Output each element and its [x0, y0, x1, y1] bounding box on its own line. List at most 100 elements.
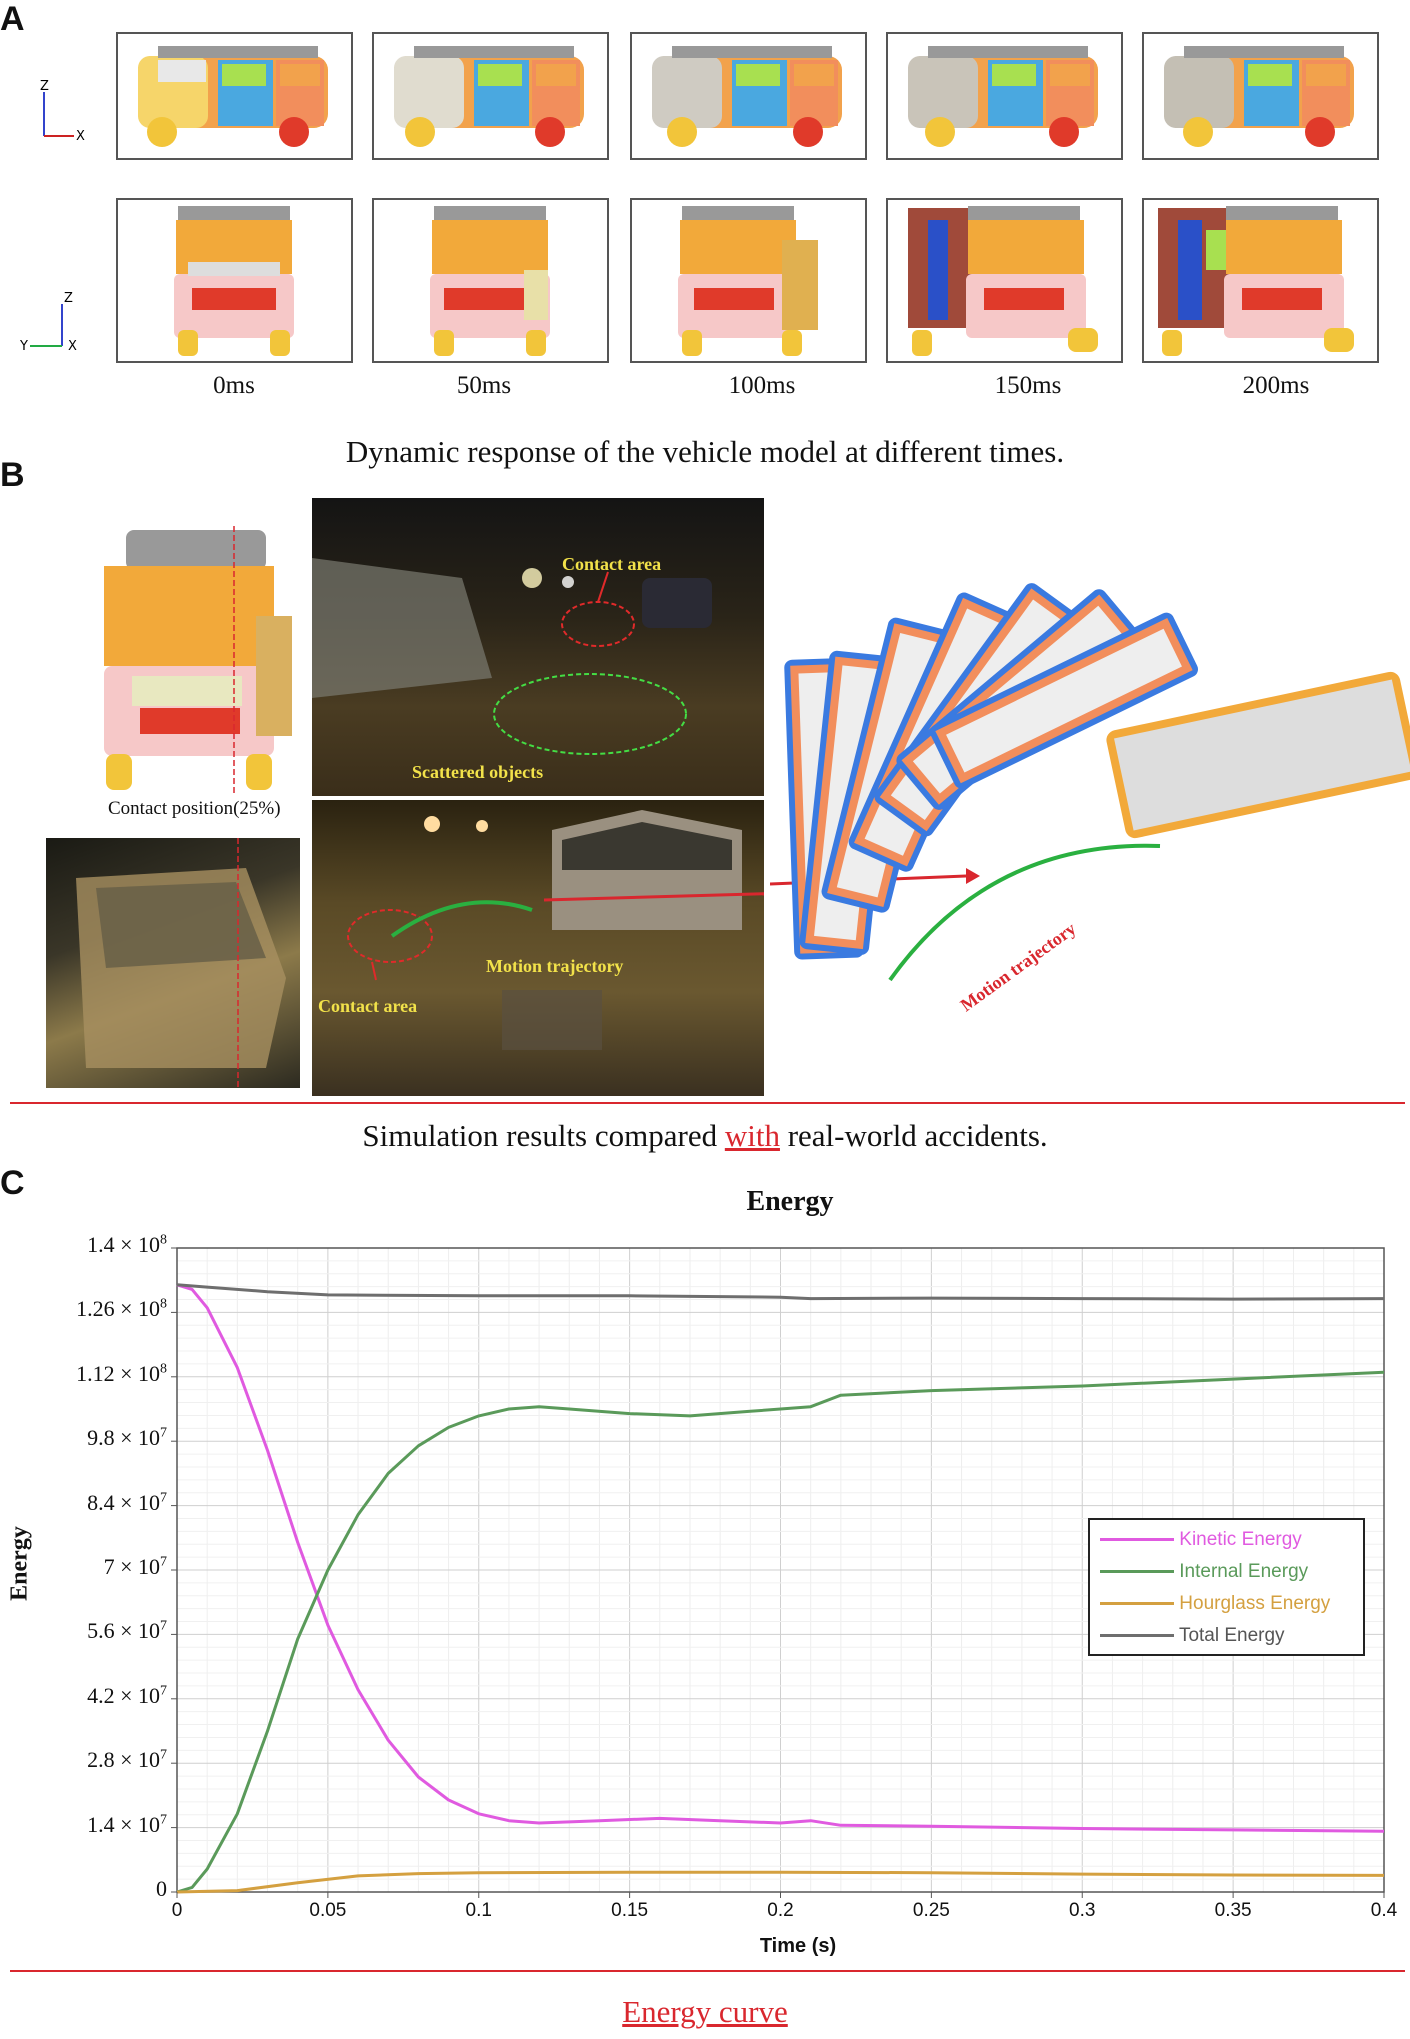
y-tick-label: 1.12 × 108	[76, 1361, 167, 1387]
x-tick-label: 0	[171, 1900, 183, 1921]
front-axes-triad-icon: Z Y X	[19, 291, 77, 354]
x-tick-label: 0.2	[767, 1900, 794, 1921]
y-tick-base: × 10	[114, 1682, 160, 1708]
front-view-frame-150ms	[886, 198, 1123, 363]
x-tick-label: 0.4	[1370, 1900, 1398, 1921]
contact-area-label-bottom: Contact area	[318, 996, 418, 1016]
divider-line-b	[10, 1102, 1405, 1104]
y-tick-exponent: 7	[160, 1683, 167, 1699]
axis-x-label: X	[76, 129, 85, 144]
van-front-view-icon	[430, 206, 550, 356]
front-view-frame-50ms	[372, 198, 609, 363]
y-tick-label: 4.2 × 107	[87, 1683, 167, 1709]
series-hourglass-energy-line	[176, 1870, 1385, 1894]
side-axes-triad-icon: Z X	[40, 79, 85, 144]
side-view-frame-100ms	[630, 32, 867, 160]
panel-a-letter: A	[0, 0, 25, 38]
time-label-150ms: 150ms	[994, 372, 1062, 399]
axis-y-label: Y	[19, 339, 28, 354]
y-tick-exponent: 7	[160, 1619, 167, 1635]
side-view-frame-150ms	[886, 32, 1123, 160]
legend-swatch-internal	[1100, 1570, 1174, 1574]
y-tick-label: 9.8 × 107	[87, 1425, 167, 1451]
y-tick-base: × 10	[114, 1489, 160, 1515]
y-tick-exponent: 7	[160, 1554, 167, 1570]
y-tick-exponent: 8	[160, 1297, 167, 1313]
y-tick-exponent: 8	[160, 1361, 167, 1377]
simulation-rotation-sequence-icon: Motion trajectory	[770, 583, 1410, 1015]
van-side-view-icon	[908, 46, 1098, 147]
y-tick-base: × 10	[114, 1232, 160, 1257]
series-internal-energy-line	[176, 1370, 1385, 1894]
side-view-frame-50ms	[372, 32, 609, 160]
contact-position-label: Contact position(25%)	[108, 798, 281, 819]
x-tick-label: 0.35	[1214, 1900, 1252, 1921]
y-tick-base: × 10	[114, 1747, 160, 1773]
caption-panel-b: Simulation results compared with real-wo…	[0, 1118, 1410, 1154]
panel-c-letter: C	[0, 1164, 25, 1202]
series-kinetic-energy-line	[176, 1283, 1385, 1833]
x-tick-label: 0.15	[611, 1900, 649, 1921]
time-label-100ms: 100ms	[728, 372, 796, 399]
time-label-50ms: 50ms	[456, 372, 512, 399]
caption-b-highlight: with	[724, 1118, 780, 1153]
legend-swatch-total	[1100, 1634, 1174, 1638]
time-label-200ms: 200ms	[1242, 372, 1310, 399]
legend-item-kinetic: Kinetic Energy	[1100, 1529, 1302, 1551]
x-tick-label: 0.1	[465, 1900, 492, 1921]
y-tick-base: × 10	[114, 1554, 160, 1579]
y-tick-mantissa: 1.4	[87, 1811, 115, 1837]
y-tick-label: 5.6 × 107	[87, 1618, 167, 1644]
y-tick-mantissa: 4.2	[87, 1682, 115, 1708]
caption-panel-c: Energy curve	[0, 1994, 1410, 2030]
legend-label-kinetic: Kinetic Energy	[1179, 1529, 1302, 1550]
y-tick-exponent: 7	[160, 1425, 167, 1441]
side-view-frame-200ms	[1142, 32, 1379, 160]
y-tick-label: 7 × 107	[104, 1554, 167, 1580]
chart-title: Energy	[746, 1186, 834, 1217]
contact-area-label-top: Contact area	[562, 554, 662, 574]
van-front-view-icon	[908, 206, 1098, 356]
x-tick-label: 0.25	[912, 1900, 950, 1921]
legend-swatch-kinetic	[1100, 1538, 1174, 1542]
y-tick-label: 1.26 × 108	[76, 1296, 167, 1322]
scattered-objects-label: Scattered objects	[412, 762, 544, 782]
y-tick-base: × 10	[114, 1425, 160, 1451]
legend-swatch-hourglass	[1100, 1602, 1174, 1606]
crashed-van-photo	[46, 838, 300, 1088]
y-tick-exponent: 8	[160, 1232, 167, 1248]
y-tick-mantissa: 7	[103, 1554, 115, 1579]
y-tick-mantissa: 1.12	[76, 1360, 115, 1386]
panel-b-letter: B	[0, 456, 25, 494]
divider-line-c	[10, 1970, 1405, 1972]
y-tick-exponent: 7	[160, 1490, 167, 1506]
van-front-view-icon	[1158, 206, 1354, 356]
y-tick-base: × 10	[114, 1811, 160, 1837]
axis-x-label: X	[68, 339, 77, 354]
legend-item-internal: Internal Energy	[1100, 1561, 1308, 1583]
x-tick-label: 0.3	[1069, 1900, 1096, 1921]
y-tick-label: 8.4 × 107	[87, 1490, 167, 1516]
series-total-energy-line	[176, 1283, 1385, 1301]
y-tick-label: 0	[156, 1876, 167, 1902]
front-view-frame-0ms	[116, 198, 353, 363]
legend-label-hourglass: Hourglass Energy	[1179, 1593, 1331, 1614]
y-tick-label: 1.4 × 108	[87, 1232, 167, 1258]
motion-trajectory-label-photo: Motion trajectory	[486, 956, 624, 976]
front-view-frame-200ms	[1142, 198, 1379, 363]
y-tick-exponent: 7	[160, 1812, 167, 1828]
legend-label-total: Total Energy	[1178, 1625, 1285, 1646]
y-tick-mantissa: 1.26	[76, 1296, 115, 1322]
y-tick-mantissa: 0	[156, 1876, 167, 1901]
van-front-view-icon	[174, 206, 294, 356]
y-tick-mantissa: 5.6	[87, 1618, 115, 1644]
chart-legend: Kinetic Energy Internal Energy Hourglass…	[1088, 1518, 1365, 1656]
legend-item-hourglass: Hourglass Energy	[1100, 1593, 1330, 1615]
y-tick-base: × 10	[114, 1296, 160, 1322]
y-tick-mantissa: 2.8	[87, 1747, 115, 1773]
van-side-view-icon	[652, 46, 842, 147]
chart-xlabel: Time (s)	[759, 1935, 837, 1957]
side-view-frame-0ms	[116, 32, 353, 160]
caption-panel-a: Dynamic response of the vehicle model at…	[345, 434, 1065, 469]
